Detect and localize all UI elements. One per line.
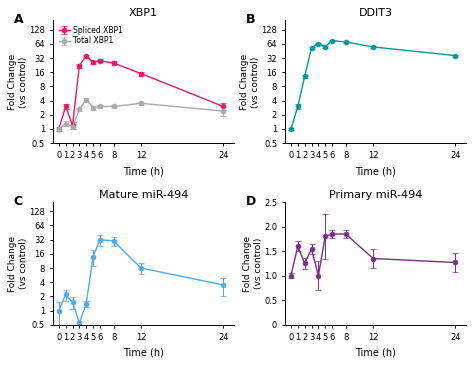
- X-axis label: Time (h): Time (h): [355, 166, 396, 176]
- Title: Mature miR-494: Mature miR-494: [99, 190, 188, 200]
- Text: D: D: [246, 195, 256, 208]
- Text: B: B: [246, 13, 255, 26]
- Y-axis label: Fold Change
(vs control): Fold Change (vs control): [243, 235, 263, 291]
- Text: C: C: [14, 195, 23, 208]
- Text: A: A: [14, 13, 23, 26]
- X-axis label: Time (h): Time (h): [123, 166, 164, 176]
- Title: DDIT3: DDIT3: [358, 8, 392, 18]
- Title: Primary miR-494: Primary miR-494: [329, 190, 422, 200]
- Y-axis label: Fold Change
(vs control): Fold Change (vs control): [9, 54, 28, 110]
- X-axis label: Time (h): Time (h): [355, 348, 396, 358]
- Title: XBP1: XBP1: [129, 8, 158, 18]
- Y-axis label: Fold Change
(vs control): Fold Change (vs control): [240, 54, 260, 110]
- Legend: Spliced XBP1, Total XBP1: Spliced XBP1, Total XBP1: [57, 24, 125, 47]
- X-axis label: Time (h): Time (h): [123, 348, 164, 358]
- Y-axis label: Fold Change
(vs control): Fold Change (vs control): [9, 235, 28, 291]
